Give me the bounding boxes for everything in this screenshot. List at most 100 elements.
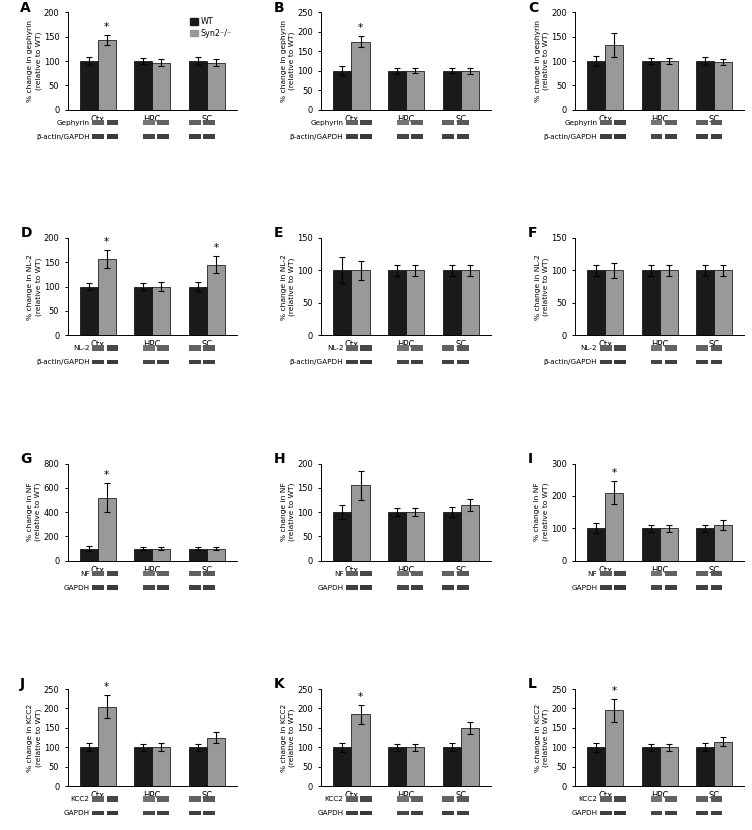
Bar bbox=[189, 797, 201, 802]
Bar bbox=[207, 265, 225, 335]
Text: I: I bbox=[528, 452, 533, 466]
Bar bbox=[92, 797, 104, 802]
Text: GAPDH: GAPDH bbox=[64, 810, 89, 816]
Text: Gephyrin: Gephyrin bbox=[311, 120, 344, 125]
Bar bbox=[143, 797, 155, 802]
Bar bbox=[351, 271, 369, 335]
Bar bbox=[157, 360, 169, 364]
Bar bbox=[665, 360, 677, 364]
Bar bbox=[189, 120, 201, 125]
Bar bbox=[107, 585, 119, 590]
Bar bbox=[600, 811, 611, 815]
Bar bbox=[696, 571, 708, 576]
Bar bbox=[461, 505, 479, 561]
Bar bbox=[411, 345, 423, 351]
Bar bbox=[346, 585, 358, 590]
Bar bbox=[397, 120, 408, 125]
Bar bbox=[189, 61, 207, 110]
Bar bbox=[152, 747, 170, 786]
Bar bbox=[660, 61, 678, 110]
Bar bbox=[650, 360, 663, 364]
Bar bbox=[411, 120, 423, 125]
Bar bbox=[360, 345, 372, 351]
Text: NF: NF bbox=[334, 571, 344, 577]
Bar bbox=[207, 62, 225, 110]
Bar bbox=[711, 585, 723, 590]
Bar bbox=[143, 120, 155, 125]
Bar bbox=[203, 585, 215, 590]
Bar bbox=[711, 797, 723, 802]
Bar bbox=[665, 811, 677, 815]
Y-axis label: % change in KCC2
(relative to WT): % change in KCC2 (relative to WT) bbox=[535, 704, 549, 772]
Text: GAPDH: GAPDH bbox=[572, 584, 597, 591]
Bar bbox=[98, 706, 116, 786]
Text: β-actin/GAPDH: β-actin/GAPDH bbox=[290, 359, 344, 365]
Text: B: B bbox=[274, 1, 285, 15]
Bar bbox=[600, 797, 611, 802]
Text: β-actin/GAPDH: β-actin/GAPDH bbox=[544, 134, 597, 139]
Bar bbox=[600, 585, 611, 590]
Bar bbox=[107, 360, 119, 364]
Text: *: * bbox=[214, 243, 218, 253]
Text: L: L bbox=[528, 677, 537, 691]
Y-axis label: % change in gephyrin
(relative to WT): % change in gephyrin (relative to WT) bbox=[280, 20, 296, 102]
Bar bbox=[92, 811, 104, 815]
Bar bbox=[614, 120, 626, 125]
Bar bbox=[456, 571, 468, 576]
Bar bbox=[411, 571, 423, 576]
Bar bbox=[600, 360, 611, 364]
Bar bbox=[442, 811, 454, 815]
Y-axis label: % change in KCC2
(relative to WT): % change in KCC2 (relative to WT) bbox=[280, 704, 296, 772]
Bar bbox=[442, 797, 454, 802]
Text: KCC2: KCC2 bbox=[324, 796, 344, 803]
Text: *: * bbox=[104, 682, 109, 692]
Bar bbox=[360, 134, 372, 139]
Bar bbox=[456, 120, 468, 125]
Bar bbox=[650, 571, 663, 576]
Bar bbox=[388, 747, 406, 786]
Bar bbox=[411, 360, 423, 364]
Bar bbox=[696, 61, 714, 110]
Text: NF: NF bbox=[587, 571, 597, 577]
Bar bbox=[442, 134, 454, 139]
Bar bbox=[456, 585, 468, 590]
Text: NF: NF bbox=[80, 571, 89, 577]
Bar bbox=[80, 549, 98, 561]
Bar bbox=[660, 271, 678, 335]
Legend: WT, Syn2⁻/⁻: WT, Syn2⁻/⁻ bbox=[189, 17, 233, 38]
Y-axis label: % change in gephyrin
(relative to WT): % change in gephyrin (relative to WT) bbox=[27, 20, 41, 102]
Bar bbox=[360, 360, 372, 364]
Bar bbox=[107, 811, 119, 815]
Bar bbox=[346, 571, 358, 576]
Bar bbox=[696, 360, 708, 364]
Text: GAPDH: GAPDH bbox=[317, 810, 344, 816]
Bar bbox=[333, 512, 351, 561]
Bar bbox=[107, 134, 119, 139]
Bar bbox=[157, 571, 169, 576]
Bar bbox=[456, 345, 468, 351]
Bar bbox=[442, 345, 454, 351]
Bar bbox=[189, 585, 201, 590]
Bar bbox=[152, 286, 170, 335]
Bar bbox=[203, 360, 215, 364]
Bar bbox=[135, 549, 152, 561]
Bar bbox=[443, 71, 461, 110]
Bar bbox=[203, 134, 215, 139]
Bar bbox=[143, 134, 155, 139]
Bar bbox=[696, 811, 708, 815]
Bar bbox=[80, 61, 98, 110]
Bar bbox=[80, 747, 98, 786]
Text: GAPDH: GAPDH bbox=[572, 810, 597, 816]
Bar bbox=[665, 585, 677, 590]
Bar bbox=[406, 271, 424, 335]
Bar bbox=[135, 747, 152, 786]
Bar bbox=[711, 360, 723, 364]
Bar bbox=[92, 585, 104, 590]
Bar bbox=[665, 571, 677, 576]
Bar bbox=[107, 797, 119, 802]
Bar bbox=[442, 571, 454, 576]
Text: β-actin/GAPDH: β-actin/GAPDH bbox=[544, 359, 597, 365]
Bar bbox=[600, 345, 611, 351]
Bar bbox=[189, 345, 201, 351]
Y-axis label: % change in NF
(relative to WT): % change in NF (relative to WT) bbox=[535, 483, 549, 541]
